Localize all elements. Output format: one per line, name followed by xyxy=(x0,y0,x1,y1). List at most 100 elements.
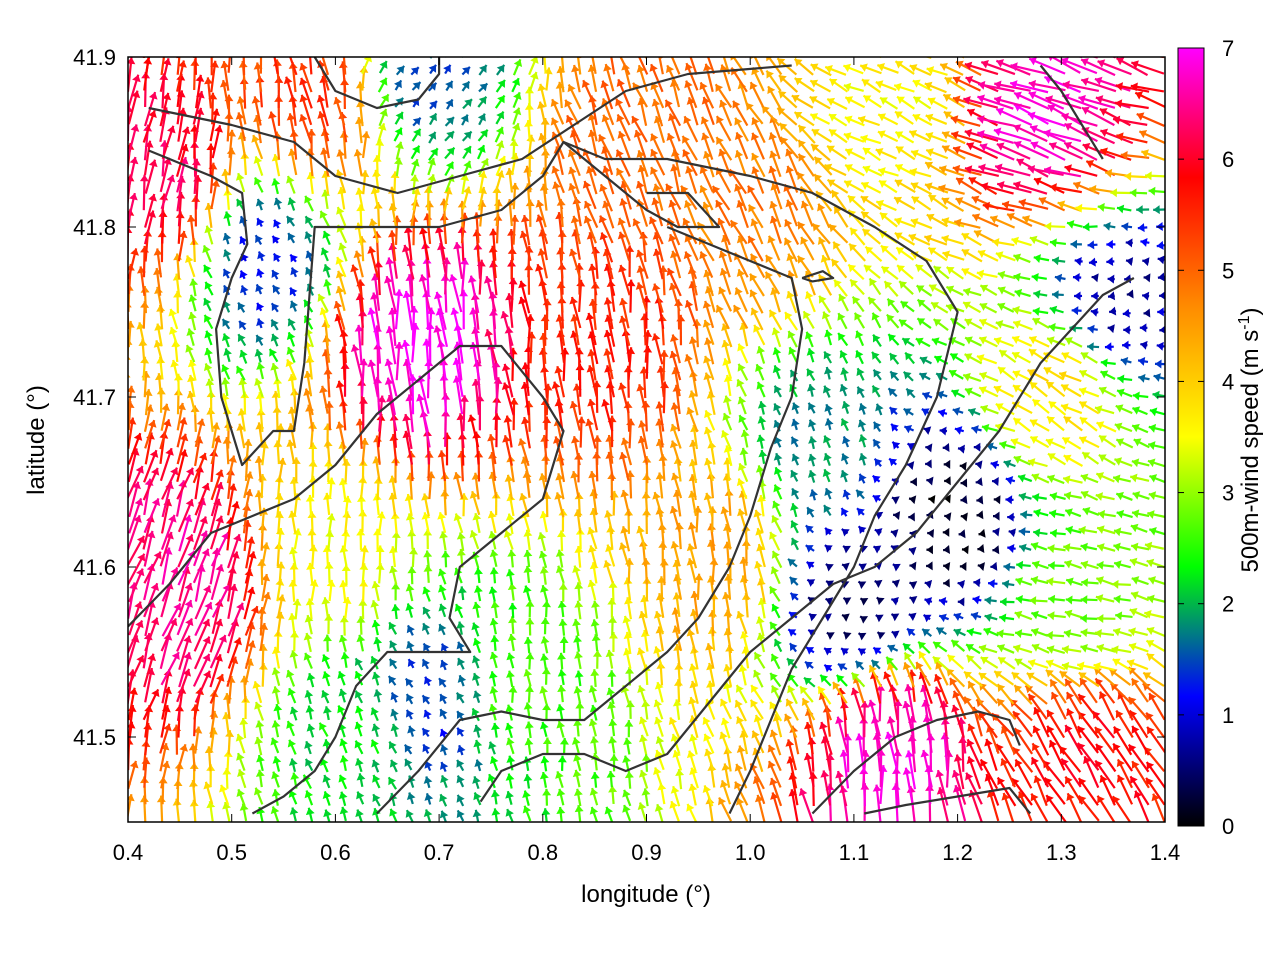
wind-vector-head xyxy=(676,314,686,322)
wind-vector-head xyxy=(737,396,747,405)
wind-vector-head xyxy=(199,516,208,525)
wind-vector-head xyxy=(1142,291,1150,301)
wind-vector-head xyxy=(237,408,247,416)
wind-vector-head xyxy=(1137,223,1145,233)
wind-vector-head xyxy=(456,548,466,556)
wind-vector-head xyxy=(1026,672,1035,681)
wind-vector-head xyxy=(439,810,449,819)
wind-vector-head xyxy=(773,453,783,461)
wind-vector-head xyxy=(185,499,194,507)
wind-vector-head xyxy=(193,726,203,734)
wind-vector-head xyxy=(405,603,415,611)
wind-vector-head xyxy=(354,705,364,714)
wind-vector-head xyxy=(490,790,500,798)
wind-vector-head xyxy=(967,723,976,732)
wind-vector-head xyxy=(292,598,302,606)
wind-vector-head xyxy=(808,436,817,444)
wind-vector-head xyxy=(888,388,897,397)
wind-vector-head xyxy=(942,443,950,452)
wind-vector-head xyxy=(356,634,366,643)
wind-vector-head xyxy=(949,369,957,378)
wind-vector-head xyxy=(906,388,915,397)
wind-vector-head xyxy=(163,723,172,732)
wind-vector-head xyxy=(509,139,519,147)
wind-vector-head xyxy=(965,387,973,396)
wind-vector-head xyxy=(1156,341,1164,351)
wind-vector-head xyxy=(186,328,196,336)
wind-vector-head xyxy=(592,435,602,442)
wind-vector-head xyxy=(200,530,209,539)
wind-vector-head xyxy=(804,677,812,686)
wind-vector-head xyxy=(405,513,415,521)
wind-vector-head xyxy=(1020,510,1028,520)
wind-vector-head xyxy=(389,808,398,817)
wind-vector-head xyxy=(641,558,651,565)
wind-vector-head xyxy=(754,652,762,661)
wind-vector-head xyxy=(625,667,635,674)
wind-vector-head xyxy=(622,648,632,656)
wind-vector-head xyxy=(153,551,162,560)
wind-vector-head xyxy=(891,613,900,622)
wind-vector-head xyxy=(286,721,295,729)
wind-vector-head xyxy=(1146,777,1154,786)
wind-vector-head xyxy=(824,647,833,656)
wind-vector-head xyxy=(388,777,396,786)
wind-vector-head xyxy=(1061,352,1070,361)
wind-vector-head xyxy=(767,745,776,753)
wind-vector-head xyxy=(785,739,795,747)
wind-vector-head xyxy=(437,568,447,577)
wind-vector-head xyxy=(1033,508,1041,518)
wind-vector-head xyxy=(423,564,433,572)
wind-vector-head xyxy=(356,791,365,800)
wind-vector-head xyxy=(770,566,779,575)
wind-vector-head xyxy=(208,727,218,735)
wind-vector-head xyxy=(488,671,498,679)
wind-vector-head xyxy=(798,788,808,797)
wind-vector-head xyxy=(225,517,235,525)
wind-vector-head xyxy=(806,368,815,377)
wind-vector-head xyxy=(1028,659,1036,668)
wind-vector-head xyxy=(488,245,498,253)
wind-vector-head xyxy=(785,699,794,707)
wind-vector-head xyxy=(704,410,713,419)
wind-vector-head xyxy=(1082,506,1091,516)
wind-vector-head xyxy=(767,761,776,769)
wind-vector-head xyxy=(753,509,763,518)
wind-vector-head xyxy=(670,472,680,481)
wind-vector-head xyxy=(651,333,661,341)
wind-vector-head xyxy=(203,363,213,372)
wind-vector-head xyxy=(719,780,729,788)
wind-vector-head xyxy=(572,769,582,778)
wind-vector-head xyxy=(873,439,881,448)
wind-vector-head xyxy=(322,739,332,747)
wind-vector-head xyxy=(452,472,462,480)
wind-vector-head xyxy=(239,717,249,725)
wind-vector-head xyxy=(769,777,778,786)
wind-vector-head xyxy=(285,359,294,368)
wind-vector-head xyxy=(221,333,231,342)
wind-vector-head xyxy=(1064,559,1073,569)
wind-vector-head xyxy=(858,434,868,443)
wind-vector-head xyxy=(270,363,280,371)
wind-vector-head xyxy=(953,612,962,622)
wind-vector-head xyxy=(367,246,377,254)
wind-vector-head xyxy=(963,372,971,382)
wind-vector-head xyxy=(290,254,298,263)
wind-vector-head xyxy=(604,510,613,518)
wind-vector-head xyxy=(206,801,216,809)
wind-vector-head xyxy=(1019,543,1027,553)
wind-vector-head xyxy=(523,529,533,537)
wind-vector-head xyxy=(770,654,779,662)
wind-vector-head xyxy=(909,595,918,605)
wind-vector-head xyxy=(1048,740,1057,749)
wind-vector-head xyxy=(1012,351,1021,360)
wind-vector-head xyxy=(589,807,599,815)
wind-vector-head xyxy=(133,433,143,441)
wind-vector-head xyxy=(1142,683,1151,692)
wind-vector-head xyxy=(488,741,497,750)
wind-vector-head xyxy=(737,508,746,517)
wind-vector-head xyxy=(858,648,867,657)
wind-vector-head xyxy=(979,371,988,381)
wind-vector-head xyxy=(1149,474,1158,483)
wind-vector-head xyxy=(1080,352,1089,360)
